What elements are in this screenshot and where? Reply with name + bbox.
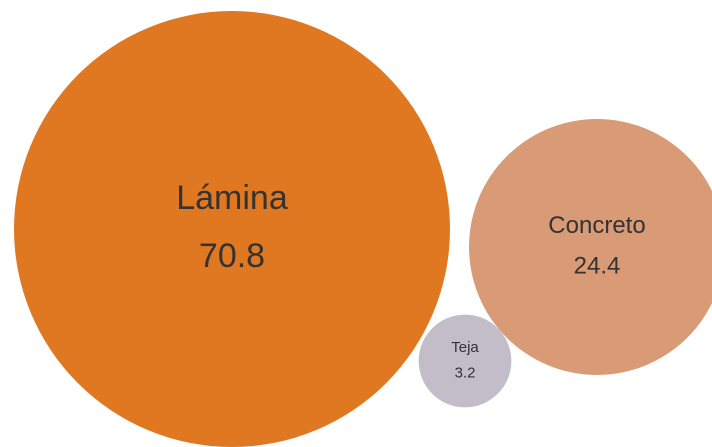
bubble-value: 24.4 <box>574 253 621 280</box>
bubble-value: 3.2 <box>455 365 476 382</box>
bubble-value: 70.8 <box>199 237 265 275</box>
bubble-label: Lámina <box>176 179 288 217</box>
bubble-label: Teja <box>451 339 479 356</box>
bubble <box>469 119 712 375</box>
bubble-label: Concreto <box>548 212 645 239</box>
bubble <box>418 314 512 408</box>
bubble <box>14 11 450 447</box>
